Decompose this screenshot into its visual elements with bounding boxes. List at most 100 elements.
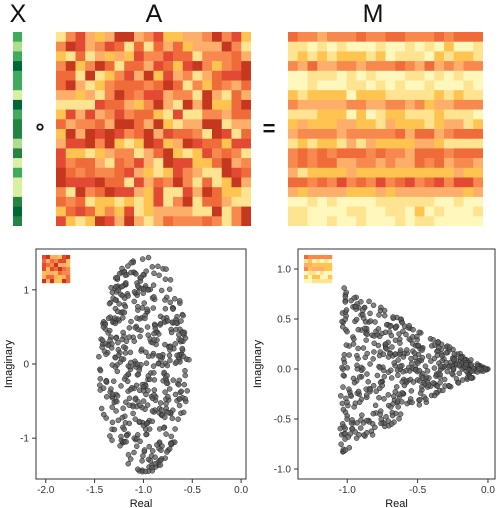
matrix-a-cell [241,206,251,217]
matrix-a-cell [173,119,184,130]
matrix-m-cell [346,119,357,130]
scatter-point [419,354,426,361]
matrix-m-cell [356,99,367,110]
matrix-m-cell [463,177,474,188]
inset-cell [312,271,317,276]
matrix-m-cell [336,51,347,62]
scatter-point [139,305,146,311]
scatter-point [431,365,438,371]
matrix-a-cell [114,177,125,188]
matrix-a-cell [231,177,242,188]
matrix-a-cell [173,158,184,169]
matrix-a-cell [56,80,67,91]
matrix-m-cell [405,109,416,120]
matrix-a-cell [114,206,125,217]
matrix-a-cell [65,177,76,188]
matrix-m-cell [317,41,328,52]
matrix-m-cell [463,138,474,149]
matrix-m-cell [424,119,435,130]
matrix-m-cell [444,138,455,149]
matrix-a-cell [221,90,232,101]
scatter-point [450,366,457,372]
scatter-point [108,386,114,392]
matrix-m-cell [453,32,464,42]
scatter-point [162,276,169,283]
scatter-point [403,331,409,338]
scatter-point [119,265,125,272]
matrix-a-cell [95,187,106,198]
matrix-m-cell [424,216,435,226]
matrix-a-cell [56,129,67,139]
matrix-a-cell [153,187,164,198]
inset-cell [62,275,67,280]
matrix-m-cell [317,99,328,110]
scatter-point [130,410,136,417]
y-tick-label: -1 [20,434,29,445]
matrix-m-cell [473,51,483,62]
inset-cell [308,259,313,264]
matrix-m-cell [405,206,416,217]
scatter-point [167,357,173,364]
matrix-m-cell [453,80,464,91]
inset-cell [46,259,51,264]
matrix-m-cell [375,99,386,110]
scatter-point [363,392,370,398]
matrix-a-cell [192,138,203,149]
scatter-point [107,433,113,439]
scatter-point [135,303,141,310]
matrix-a-cell [124,148,135,159]
matrix-m-cell [336,177,347,188]
matrix-a-cell [163,32,174,42]
scatter-point [103,378,109,385]
scatter-point [364,430,370,436]
matrix-a-cell [65,138,76,149]
scatter-point [170,306,176,312]
scatter-point [161,425,167,431]
matrix-a-cell [202,41,213,52]
scatter-point [369,432,376,438]
matrix-a-cell [212,167,223,178]
matrix-a-cell [163,129,174,139]
matrix-a-cell [134,158,145,169]
matrix-m-cell [473,138,483,149]
scatter-point [164,318,171,324]
matrix-a-cell [173,51,184,62]
matrix-a-cell [241,148,251,159]
matrix-m-cell [385,206,396,217]
scatter-point [158,457,164,464]
matrix-m-cell [395,90,406,101]
matrix-m-cell [375,51,386,62]
matrix-a-cell [153,138,164,149]
matrix-a-cell [163,148,174,159]
matrix-m-cell [346,32,357,42]
scatter-point [110,378,117,384]
matrix-m-cell [307,119,318,130]
matrix-m-cell [366,196,377,207]
matrix-m-cell [317,206,328,217]
matrix-m-cell [453,99,464,110]
scatter-point [141,447,148,453]
vector-x-cell [13,51,22,62]
inset-cell [316,255,321,260]
matrix-m-cell [336,216,347,226]
matrix-m-cell [463,187,474,198]
matrix-m-cell [473,216,483,226]
matrix-m-cell [473,148,483,159]
matrix-m-cell [424,41,435,52]
matrix-a-cell [241,70,251,81]
matrix-a-cell [153,167,164,178]
scatter-point [136,367,142,373]
matrix-m-cell [375,109,386,120]
scatter-points [96,254,192,475]
matrix-m-cell [375,187,386,198]
matrix-m-cell [375,61,386,72]
matrix-m-cell [366,99,377,110]
scatter-point [182,372,188,379]
matrix-m-cell [288,70,299,81]
scatter-point [180,409,187,416]
scatter-point [342,294,349,300]
matrix-m-cell [385,99,396,110]
matrix-m-cell [375,32,386,42]
matrix-m-cell [395,148,406,159]
scatter-point [353,303,359,310]
